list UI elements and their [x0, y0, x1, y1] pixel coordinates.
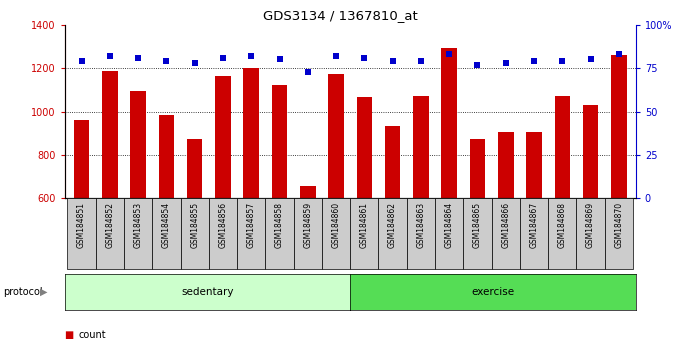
Text: GSM184851: GSM184851 [77, 202, 86, 248]
Text: GSM184852: GSM184852 [105, 202, 114, 248]
Point [76, 58, 87, 64]
Bar [102, 72, 118, 329]
Bar [158, 115, 174, 329]
Bar [322, 198, 350, 269]
Text: count: count [78, 330, 106, 339]
Bar [413, 96, 428, 329]
Bar [294, 198, 322, 269]
Text: GSM184854: GSM184854 [162, 202, 171, 248]
Bar [526, 132, 542, 329]
Bar [131, 91, 146, 329]
Text: GSM184858: GSM184858 [275, 202, 284, 248]
Bar [265, 198, 294, 269]
Text: GSM184866: GSM184866 [501, 202, 510, 248]
Text: GSM184868: GSM184868 [558, 202, 566, 248]
Point [303, 69, 313, 74]
Bar [187, 139, 203, 329]
Bar [435, 198, 463, 269]
Bar [74, 120, 89, 329]
Bar [441, 47, 457, 329]
Bar [96, 198, 124, 269]
Bar [215, 76, 231, 329]
Bar [209, 198, 237, 269]
Point [218, 55, 228, 61]
Bar [67, 198, 96, 269]
Text: protocol: protocol [3, 287, 43, 297]
Point [245, 53, 256, 59]
Text: exercise: exercise [471, 287, 515, 297]
Bar [272, 85, 287, 329]
Bar [379, 198, 407, 269]
Point [274, 57, 285, 62]
Point [557, 58, 568, 64]
Bar [385, 126, 401, 329]
Text: GSM184870: GSM184870 [614, 202, 624, 248]
Bar [554, 96, 570, 329]
Point [500, 60, 511, 66]
Text: ▶: ▶ [40, 287, 48, 297]
Point [472, 62, 483, 68]
Point [359, 55, 370, 61]
Text: GSM184865: GSM184865 [473, 202, 482, 248]
Text: GDS3134 / 1367810_at: GDS3134 / 1367810_at [262, 9, 418, 22]
Text: GSM184857: GSM184857 [247, 202, 256, 248]
Bar [237, 198, 265, 269]
Bar [328, 74, 344, 329]
Point [133, 55, 143, 61]
Bar [124, 198, 152, 269]
Text: GSM184867: GSM184867 [530, 202, 539, 248]
Point [415, 58, 426, 64]
Text: GSM184862: GSM184862 [388, 202, 397, 248]
Bar [243, 68, 259, 329]
Bar [463, 198, 492, 269]
Text: GSM184861: GSM184861 [360, 202, 369, 248]
Text: GSM184860: GSM184860 [332, 202, 341, 248]
Text: GSM184864: GSM184864 [445, 202, 454, 248]
Bar [470, 139, 486, 329]
Point [528, 58, 539, 64]
Point [585, 57, 596, 62]
Bar [492, 198, 520, 269]
Bar [356, 97, 372, 329]
Text: GSM184869: GSM184869 [586, 202, 595, 248]
Bar [583, 105, 598, 329]
Bar [300, 186, 316, 329]
Bar [498, 132, 513, 329]
Point [387, 58, 398, 64]
Text: ■: ■ [65, 330, 74, 339]
Point [613, 51, 624, 57]
Bar [350, 198, 379, 269]
Point [330, 53, 341, 59]
Point [189, 60, 200, 66]
Bar [577, 198, 605, 269]
Point [444, 51, 455, 57]
Bar [152, 198, 180, 269]
Bar [548, 198, 577, 269]
Text: GSM184863: GSM184863 [416, 202, 426, 248]
Text: GSM184855: GSM184855 [190, 202, 199, 248]
Bar [520, 198, 548, 269]
Text: GSM184856: GSM184856 [218, 202, 227, 248]
Text: sedentary: sedentary [181, 287, 234, 297]
Bar [605, 198, 633, 269]
Point [105, 53, 116, 59]
Text: GSM184859: GSM184859 [303, 202, 312, 248]
Point [161, 58, 172, 64]
Bar [611, 55, 626, 329]
Bar [180, 198, 209, 269]
Text: GSM184853: GSM184853 [134, 202, 143, 248]
Bar [407, 198, 435, 269]
